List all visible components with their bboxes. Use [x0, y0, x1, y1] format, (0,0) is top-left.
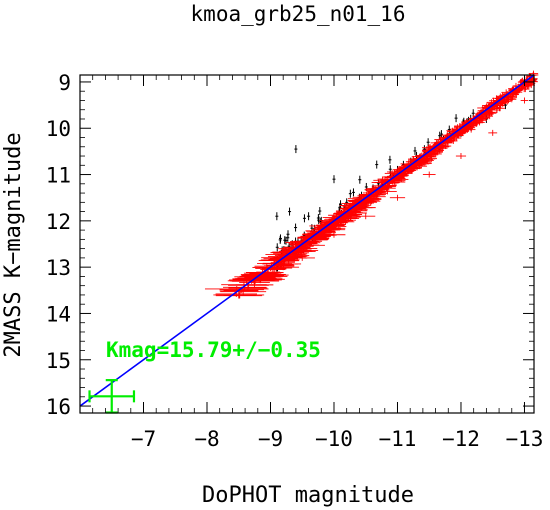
fit-layer — [79, 74, 535, 407]
y-axis-label: 2MASS K−magnitude — [1, 132, 26, 357]
plot-frame — [79, 74, 535, 414]
y-tick-label: 12 — [46, 210, 71, 234]
y-tick-label: 13 — [46, 256, 71, 280]
y-tick-label: 11 — [46, 164, 71, 188]
y-tick-label: 15 — [46, 349, 71, 373]
x-axis-label: DoPHOT magnitude — [202, 483, 414, 508]
zero-point-layer — [88, 379, 136, 414]
data-layer — [204, 70, 539, 299]
tick-layer: −7 −8 −9 −10 −11 −12 −13 9 10 11 12 13 14 15 16 — [46, 71, 544, 451]
zero-point-annotation: Kmag=15.79+/−0.35 — [106, 338, 321, 362]
x-tick-label: −11 — [379, 427, 417, 451]
x-tick-label: −13 — [506, 427, 544, 451]
y-tick-label: 16 — [46, 395, 71, 419]
y-tick-label: 14 — [46, 302, 71, 326]
fit-line — [79, 74, 535, 407]
x-tick-label: −8 — [194, 427, 219, 451]
y-tick-label: 10 — [46, 117, 71, 141]
y-tick-label: 9 — [58, 71, 71, 95]
x-tick-label: −12 — [442, 427, 480, 451]
chart-title: kmoa_grb25_n01_16 — [191, 2, 406, 26]
x-tick-label: −7 — [131, 427, 156, 451]
x-tick-label: −9 — [258, 427, 283, 451]
x-tick-label: −10 — [315, 427, 353, 451]
